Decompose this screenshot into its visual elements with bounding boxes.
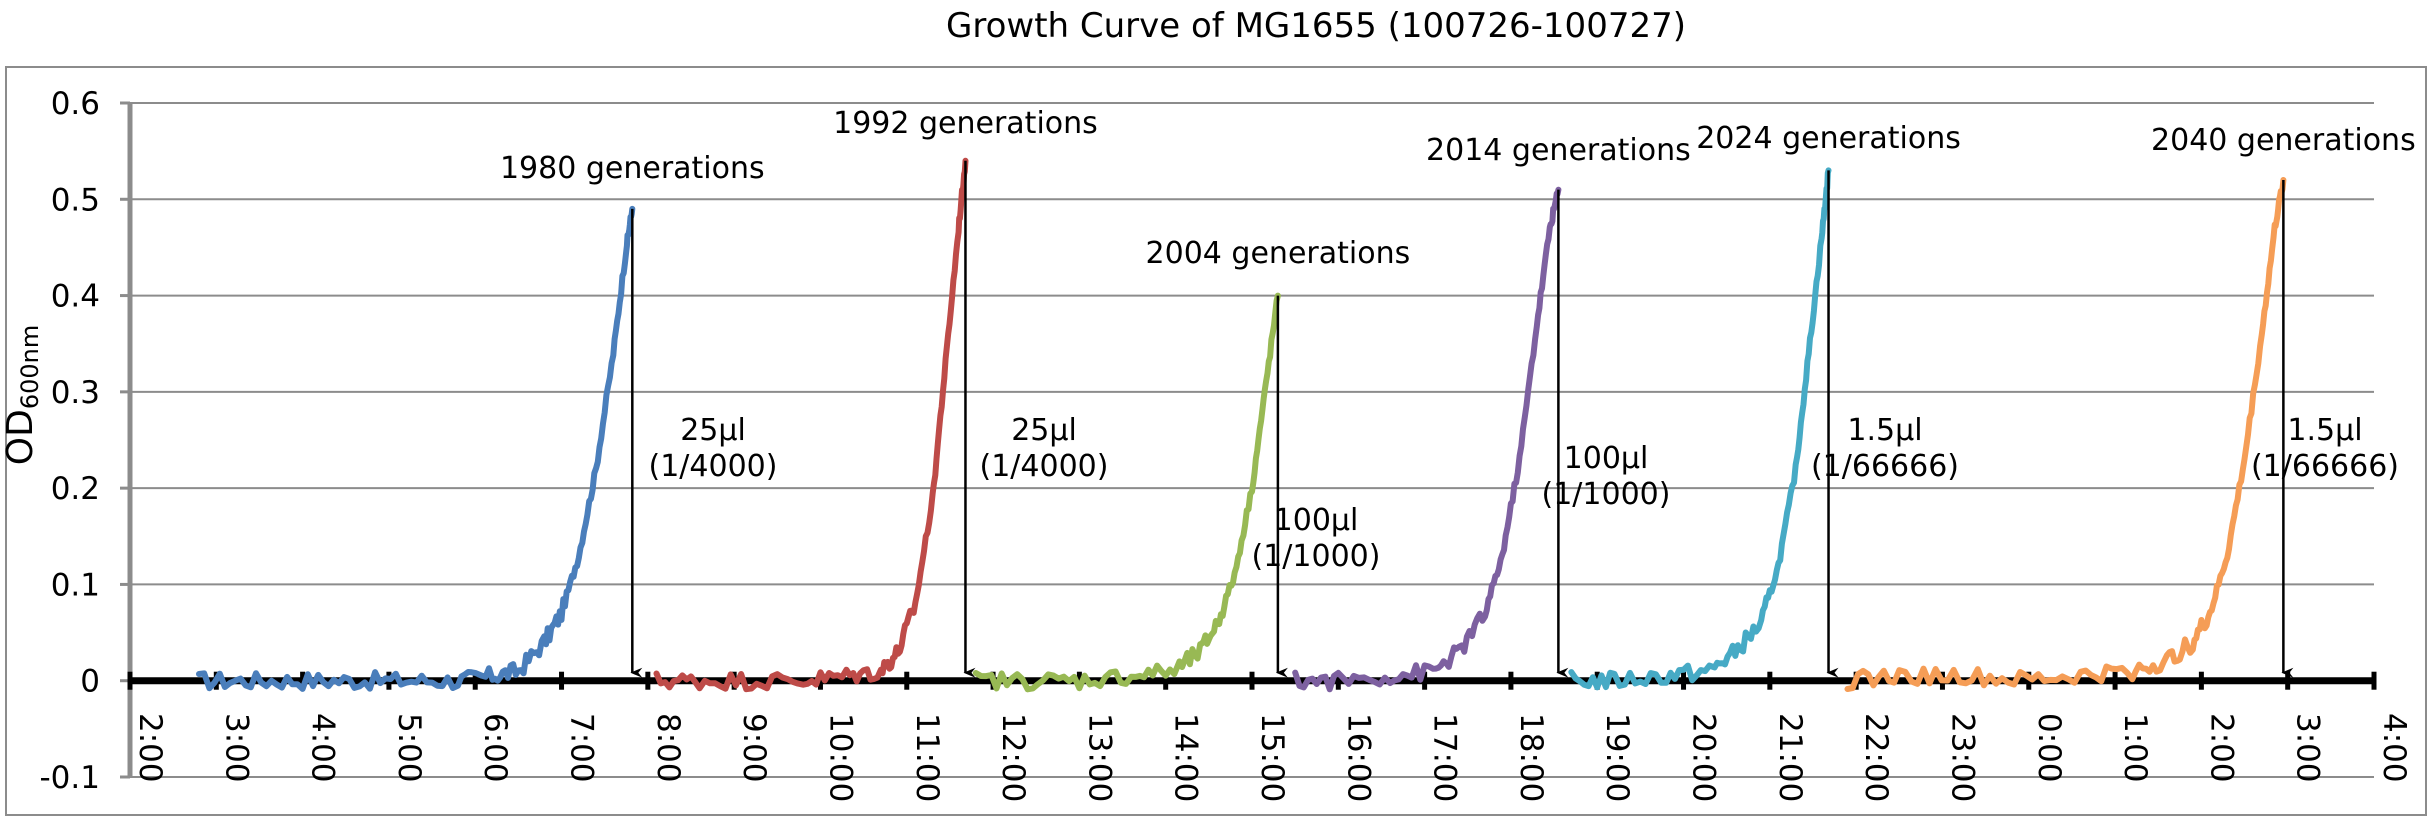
x-tick-label: 22:00 <box>1858 713 1894 802</box>
series-line <box>1568 167 1832 691</box>
x-tick-label: 14:00 <box>1168 713 1204 802</box>
x-tick-label: 6:00 <box>477 713 513 783</box>
chart-frame <box>5 66 2427 816</box>
x-tick-label: 20:00 <box>1686 713 1722 802</box>
x-tick-label: 5:00 <box>391 713 427 783</box>
chart-title: Growth Curve of MG1655 (100726-100727) <box>946 6 1686 46</box>
volume-annotations: 25μl(1/4000)25μl(1/4000)100μl(1/1000)100… <box>649 413 2400 574</box>
y-tick-label: 0.5 <box>51 182 100 218</box>
x-tick-label: 11:00 <box>909 713 945 802</box>
y-axis-label-main: OD <box>0 409 41 465</box>
volume-label: 100μl <box>1564 441 1649 476</box>
dilution-label: (1/1000) <box>1252 539 1381 574</box>
y-axis-ticks: -0.1 0 0.1 0.2 0.3 0.4 0.5 0.6 <box>40 86 130 796</box>
series-line <box>972 292 1281 693</box>
series-line <box>196 205 636 692</box>
annotation-label: 1992 generations <box>833 106 1098 141</box>
annotation-label: 2040 generations <box>2151 123 2416 158</box>
dilution-label: (1/66666) <box>1811 449 1959 484</box>
x-tick-label: 18:00 <box>1513 713 1549 802</box>
y-tick-label: 0 <box>80 664 100 700</box>
y-tick-label: -0.1 <box>40 760 101 796</box>
x-tick-label: 16:00 <box>1340 713 1376 802</box>
x-tick-label: 4:00 <box>305 713 341 783</box>
y-axis-label: OD600nm <box>0 325 44 465</box>
x-tick-label: 9:00 <box>736 713 772 783</box>
y-tick-label: 0.4 <box>51 279 100 315</box>
x-tick-label: 12:00 <box>995 713 1031 802</box>
series-line <box>1844 177 2287 692</box>
generation-annotations: 1980 generations 1992 generations 2004 gen… <box>500 106 2416 678</box>
y-axis-label-subscript: 600nm <box>16 325 44 409</box>
volume-label: 25μl <box>680 413 746 448</box>
x-tick-label: 3:00 <box>218 713 254 783</box>
y-tick-label: 0.1 <box>51 567 100 603</box>
x-axis: 2:00 3:00 4:00 5:00 6:00 7:00 8:00 9:00 10:00 11:… <box>127 671 2412 802</box>
dilution-label: (1/4000) <box>649 449 778 484</box>
volume-label: 1.5μl <box>2287 413 2362 448</box>
x-tick-label: 4:00 <box>2376 713 2412 783</box>
annotation-label: 2024 generations <box>1696 121 1961 156</box>
volume-label: 100μl <box>1274 503 1359 538</box>
dilution-label: (1/66666) <box>2251 449 2399 484</box>
annotation-label: 1980 generations <box>500 151 765 186</box>
series-line <box>1292 186 1562 693</box>
x-tick-label: 10:00 <box>822 713 858 802</box>
x-tick-label: 3:00 <box>2290 713 2326 783</box>
dilution-label: (1/4000) <box>980 449 1109 484</box>
volume-label: 1.5μl <box>1847 413 1922 448</box>
x-tick-label: 2:00 <box>2203 713 2239 783</box>
y-tick-label: 0.2 <box>51 471 100 507</box>
series-lines <box>196 157 2287 693</box>
x-tick-label: 7:00 <box>564 713 600 783</box>
x-tick-label: 21:00 <box>1772 713 1808 802</box>
x-tick-label: 23:00 <box>1944 713 1980 802</box>
series-line <box>653 157 969 693</box>
annotation-label: 2014 generations <box>1426 133 1691 168</box>
x-tick-label: 17:00 <box>1427 713 1463 802</box>
x-tick-label: 19:00 <box>1599 713 1635 802</box>
dilution-label: (1/1000) <box>1542 477 1671 512</box>
x-tick-label: 13:00 <box>1081 713 1117 802</box>
x-tick-label: 2:00 <box>132 713 168 783</box>
x-tick-label: 15:00 <box>1254 713 1290 802</box>
volume-label: 25μl <box>1011 413 1077 448</box>
x-tick-label: 1:00 <box>2117 713 2153 783</box>
x-tick-label: 8:00 <box>650 713 686 783</box>
x-tick-label: 0:00 <box>2031 713 2067 783</box>
annotation-label: 2004 generations <box>1146 236 1411 271</box>
y-tick-label: 0.6 <box>51 86 100 122</box>
y-tick-label: 0.3 <box>51 375 100 411</box>
